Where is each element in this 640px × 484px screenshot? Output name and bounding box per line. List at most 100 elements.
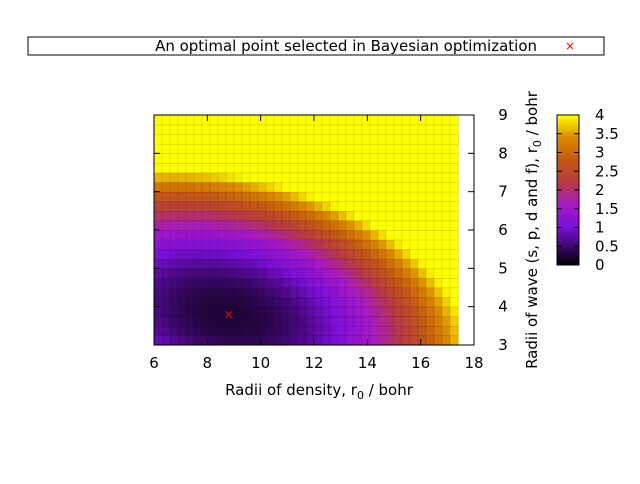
heatmap-cell [377,210,387,222]
heatmap-cell [185,258,195,269]
x-axis-label: Radii of density, r0 / bohr [225,381,414,402]
heatmap-cell [425,124,435,135]
heatmap-cell [273,133,283,145]
heatmap-cell [433,210,443,222]
heatmap-cell [281,277,291,289]
heatmap-cell [209,287,219,298]
heatmap-cell [441,191,451,202]
heatmap-cell [321,181,331,193]
heatmap-cell [161,325,171,337]
heatmap-cell [369,306,379,317]
heatmap-cell [353,258,363,269]
heatmap-cell [409,335,419,346]
heatmap-cell [169,306,179,317]
heatmap-cell [449,162,459,174]
heatmap-cell [241,124,251,135]
heatmap-cell [433,133,443,145]
heatmap-cell [305,133,315,145]
heatmap-cell [345,143,355,154]
heatmap-cell [401,124,411,135]
heatmap-cell [265,172,275,183]
heatmap-cell [377,133,387,145]
heatmap-cell [185,316,195,327]
heatmap-cell [225,172,235,183]
heatmap-cell [393,287,403,298]
heatmap-cell [233,210,243,222]
heatmap-cell [217,277,227,289]
heatmap-cell [233,229,243,241]
heatmap-cell [353,287,363,298]
y-tick-label: 6 [498,221,508,239]
heatmap-cell [169,114,179,126]
heatmap-cell [313,229,323,241]
heatmap-cell [313,162,323,174]
heatmap-cell [337,287,347,298]
heatmap-cell [369,296,379,308]
heatmap-cell [449,210,459,222]
heatmap-cell [385,316,395,327]
heatmap-cell [233,248,243,260]
heatmap-cell [329,162,339,174]
heatmap-cell [401,220,411,231]
heatmap-cell [265,153,275,164]
colorbar-tick-label: 1 [595,219,605,237]
heatmap-cell [201,248,211,260]
heatmap-cell [425,277,435,289]
heatmap-cell [209,248,219,260]
heatmap-cell [233,296,243,308]
heatmap-cell [361,268,371,279]
heatmap-cell [425,162,435,174]
heatmap-cell [393,277,403,289]
heatmap-cell [273,239,283,250]
heatmap-cell [273,172,283,183]
heatmap-cell [329,335,339,346]
heatmap-cell [169,287,179,298]
heatmap-cell [361,143,371,154]
heatmap-cell [449,316,459,327]
heatmap-cell [209,258,219,269]
heatmap-cell [425,143,435,154]
heatmap-cell [273,258,283,269]
heatmap-cell [409,316,419,327]
heatmap-cell [257,143,267,154]
heatmap-cell [209,306,219,317]
heatmap-cell [201,220,211,231]
heatmap-cell [329,124,339,135]
heatmap-cell [377,239,387,250]
heatmap-cell [401,258,411,269]
heatmap-cell [353,124,363,135]
heatmap-cell [385,181,395,193]
heatmap-cell [345,296,355,308]
heatmap-cell [305,114,315,126]
heatmap-cell [385,172,395,183]
heatmap-cell [441,306,451,317]
heatmap-cell [313,210,323,222]
heatmap-cell [313,172,323,183]
heatmap-cell [361,335,371,346]
heatmap-cell [201,306,211,317]
heatmap-cell [425,325,435,337]
legend-frame [27,36,605,56]
heatmap-cell [313,191,323,202]
heatmap-cell [249,229,259,241]
heatmap-cell [265,258,275,269]
optimal-point-marker: × [224,307,234,321]
heatmap-cell [289,335,299,346]
heatmap-cell [289,306,299,317]
heatmap-cell [433,316,443,327]
heatmap-cell [393,162,403,174]
heatmap-cell [249,172,259,183]
heatmap-cell [289,153,299,164]
heatmap-cell [313,335,323,346]
heatmap-cell [161,248,171,260]
heatmap-cell [209,133,219,145]
heatmap-cell [257,316,267,327]
heatmap-cell [345,114,355,126]
heatmap-cell [441,287,451,298]
heatmap-cell [433,114,443,126]
heatmap-cell [201,162,211,174]
heatmap-cell [417,124,427,135]
heatmap-cell [265,162,275,174]
heatmap-cell [193,248,203,260]
heatmap-cell [361,229,371,241]
